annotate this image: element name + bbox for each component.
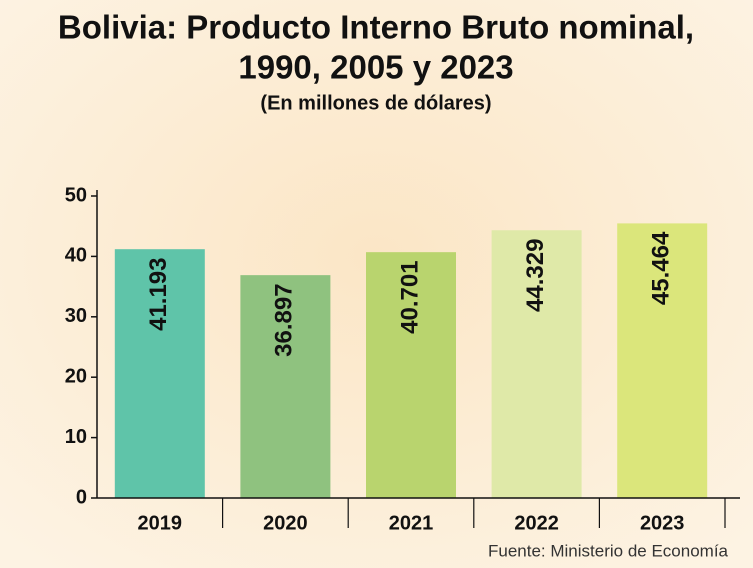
value-label: 44.329 bbox=[522, 239, 549, 312]
bar bbox=[491, 230, 582, 498]
value-label: 36.897 bbox=[271, 283, 298, 356]
y-tick-label: 30 bbox=[65, 305, 87, 327]
y-tick-label: 20 bbox=[65, 365, 87, 387]
bar bbox=[240, 275, 331, 498]
y-tick-label: 50 bbox=[65, 184, 87, 206]
value-label: 40.701 bbox=[396, 260, 423, 333]
x-tick-label: 2020 bbox=[263, 512, 308, 534]
chart-title-line2: 1990, 2005 y 2023 bbox=[238, 49, 513, 86]
bar bbox=[617, 223, 708, 498]
x-tick-label: 2021 bbox=[389, 512, 434, 534]
chart-subtitle: (En millones de dólares) bbox=[260, 92, 491, 114]
bar bbox=[114, 249, 205, 498]
x-tick-label: 2022 bbox=[514, 512, 559, 534]
source: Fuente: Ministerio de Economía bbox=[488, 541, 729, 560]
chart-title: Bolivia: Producto Interno Bruto nominal, bbox=[58, 9, 694, 46]
bar bbox=[366, 252, 456, 498]
value-label: 41.193 bbox=[145, 257, 172, 330]
y-tick-label: 0 bbox=[76, 486, 87, 508]
value-label: 45.464 bbox=[648, 231, 675, 305]
y-tick-label: 10 bbox=[65, 426, 87, 448]
x-tick-label: 2019 bbox=[138, 512, 183, 534]
x-tick-label: 2023 bbox=[640, 512, 685, 534]
y-tick-label: 40 bbox=[65, 245, 87, 267]
